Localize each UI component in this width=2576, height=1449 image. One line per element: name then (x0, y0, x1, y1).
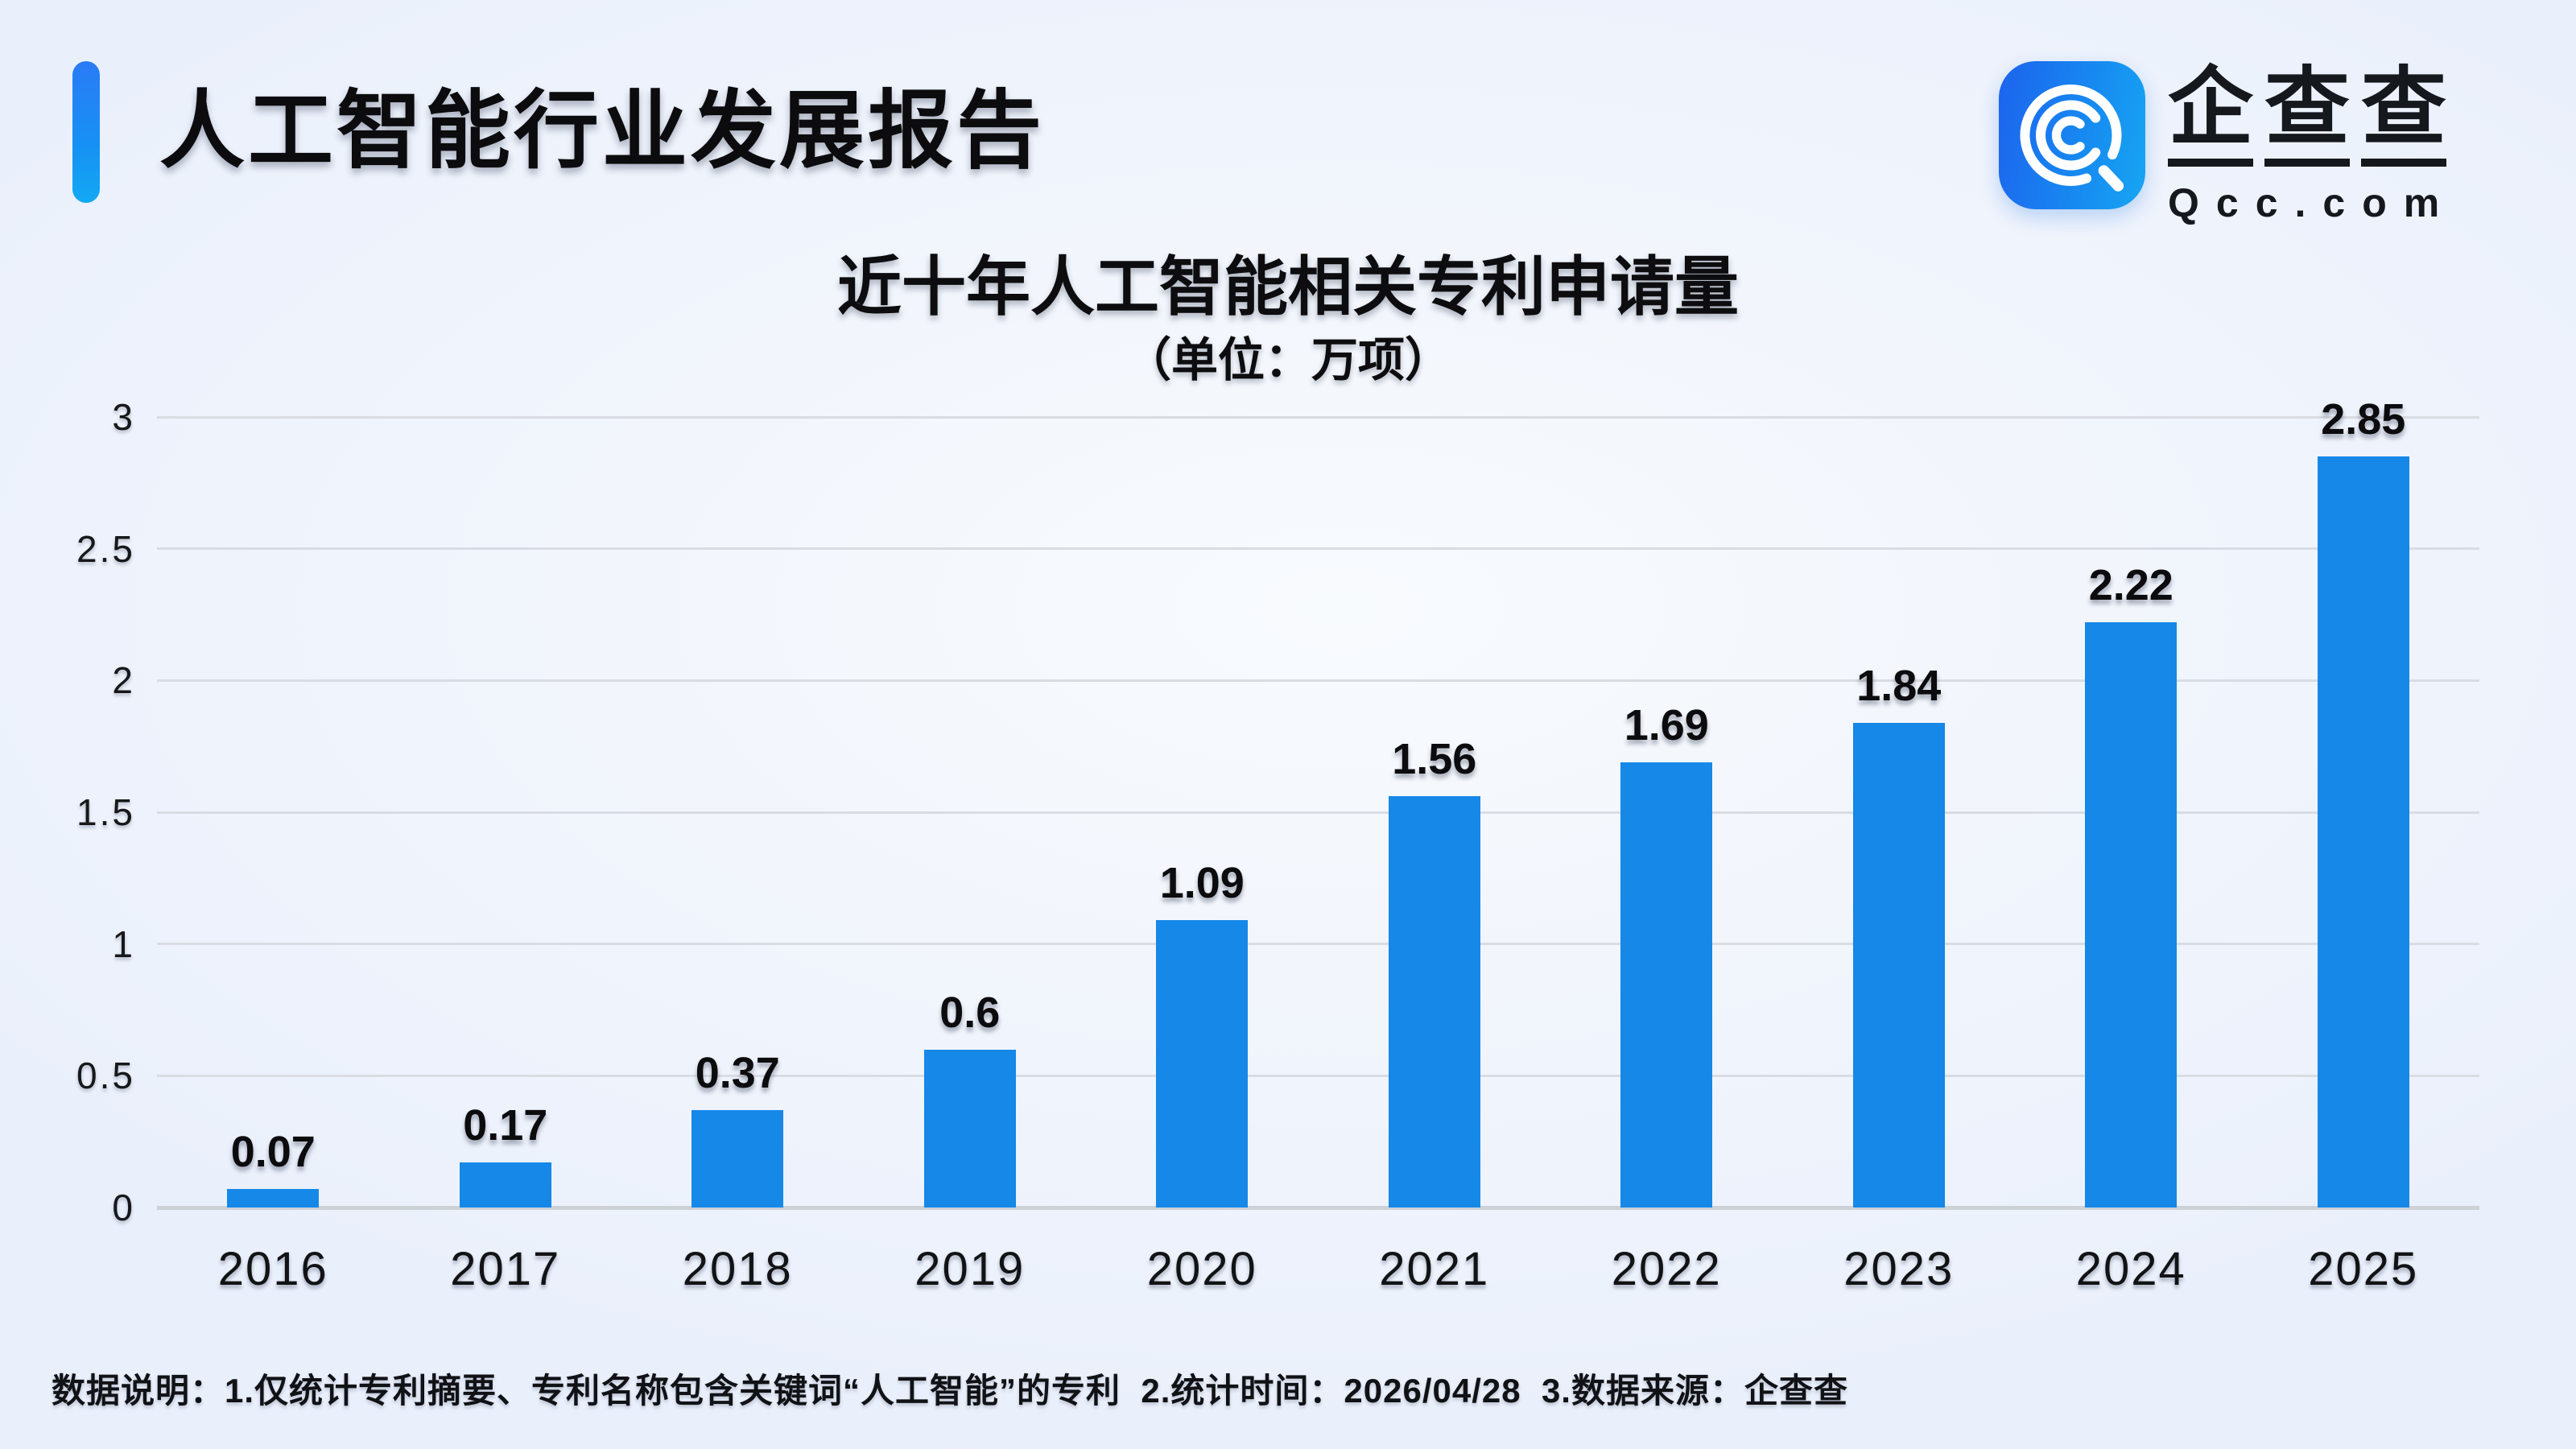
bar-2025 (2317, 456, 2409, 1208)
bar-value-label-2020: 1.09 (1159, 859, 1245, 908)
chart-title: 近十年人工智能相关专利申请量 (837, 251, 1739, 323)
qcc-magnifier-icon (1999, 61, 2145, 209)
logo-company-char: 查 (2361, 61, 2446, 167)
bar-2023 (1852, 722, 1945, 1208)
bar-value-label-2022: 1.69 (1624, 700, 1709, 749)
bar-value-label-2016: 0.07 (230, 1128, 316, 1177)
y-axis-tick-label: 0 (112, 1187, 135, 1228)
qcc-magnifier-glyph (2020, 85, 2124, 192)
gridline-y-0.5 (157, 1074, 2479, 1077)
gridline-y-1 (157, 943, 2479, 946)
footnote: 数据说明：1.仅统计专利摘要、专利名称包含关键词“人工智能”的专利 2.统计时间… (52, 1372, 1848, 1410)
plot-area: 0 0.5 1 1.5 2 2.5 3 0.07 2016 0.17 2017 0.37 2018 0.6… (76, 395, 2479, 1295)
gridline-y-2 (157, 679, 2479, 682)
logo-company-char: 企 (2168, 61, 2253, 167)
x-axis-tick-label-2021: 2021 (1379, 1243, 1490, 1295)
bar-value-label-2023: 1.84 (1856, 661, 1942, 710)
qcc-logo: 企查查 Qcc.com (1999, 61, 2456, 226)
y-axis-tick-label: 1.5 (76, 791, 135, 833)
x-axis-tick-label-2019: 2019 (914, 1243, 1026, 1295)
y-axis-tick-label: 1 (112, 923, 135, 965)
bar-2018 (691, 1109, 784, 1208)
y-axis-tick-label: 2 (112, 659, 135, 702)
bar-2016 (227, 1189, 320, 1208)
x-axis-tick-label-2024: 2024 (2075, 1243, 2186, 1295)
y-axis-tick-label: 0.5 (76, 1055, 135, 1097)
title-accent-bar (72, 61, 100, 203)
logo-company-name: 企查查 (2168, 61, 2456, 167)
bar-value-label-2024: 2.22 (2088, 561, 2174, 610)
bar-2017 (459, 1162, 551, 1208)
gridline-y-1.5 (157, 811, 2479, 814)
x-axis-tick-label-2016: 2016 (217, 1243, 328, 1295)
x-axis-tick-label-2020: 2020 (1146, 1243, 1257, 1295)
bar-value-label-2017: 0.17 (463, 1101, 548, 1150)
bar-value-label-2019: 0.6 (939, 988, 1001, 1037)
bar-2021 (1388, 796, 1480, 1208)
bar-2020 (1156, 920, 1249, 1208)
gridline-y-3 (157, 415, 2479, 419)
report-title: 人工智能行业发展报告 (159, 84, 1045, 179)
logo-domain: Qcc.com (2168, 180, 2457, 225)
y-axis-tick-label: 2.5 (76, 527, 135, 570)
chart-subtitle: （单位：万项） (1124, 334, 1451, 386)
bar-2024 (2085, 622, 2178, 1208)
bar-2019 (923, 1049, 1016, 1208)
bar-2022 (1620, 762, 1713, 1208)
gridline-y-0 (157, 1206, 2479, 1210)
bar-value-label-2018: 0.37 (695, 1048, 780, 1097)
bar-value-label-2025: 2.85 (2321, 395, 2406, 444)
logo-company-char: 查 (2264, 61, 2350, 167)
x-axis-tick-label-2025: 2025 (2308, 1243, 2419, 1295)
x-axis-tick-label-2023: 2023 (1843, 1243, 1955, 1295)
x-axis-tick-label-2018: 2018 (682, 1243, 793, 1295)
qcc-logo-text: 企查查 Qcc.com (2168, 61, 2456, 226)
x-axis-tick-label-2022: 2022 (1611, 1243, 1722, 1295)
bar-value-label-2021: 1.56 (1392, 735, 1477, 784)
gridline-y-2.5 (157, 547, 2479, 551)
y-axis-tick-label: 3 (112, 396, 135, 438)
x-axis-tick-label-2017: 2017 (450, 1243, 561, 1295)
